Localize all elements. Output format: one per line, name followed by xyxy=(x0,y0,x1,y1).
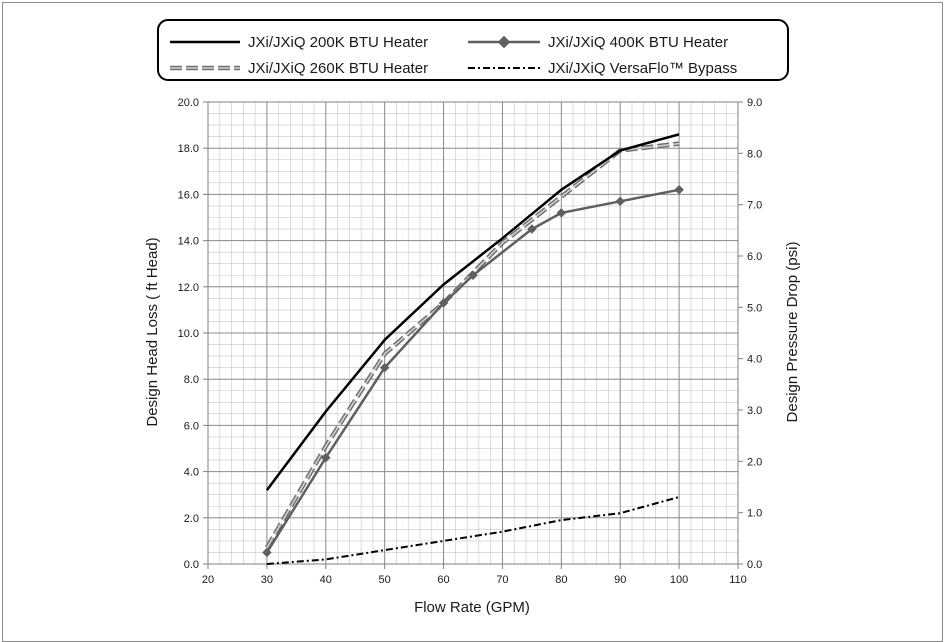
data-point xyxy=(379,362,390,373)
y-tick-label: 18.0 xyxy=(178,143,199,155)
legend-item-jxi-jxiq-versaflo-bypass: JXi/JXiQ VersaFlo™ Bypass xyxy=(468,60,737,77)
y-tick-label: 0.0 xyxy=(184,559,199,571)
legend-label: JXi/JXiQ 400K BTU Heater xyxy=(548,34,728,51)
x-tick-label: 50 xyxy=(379,574,391,586)
series-jxi-jxiq-200k-btu-heater xyxy=(265,133,680,491)
data-point xyxy=(527,224,537,234)
series-jxi-jxiq-400k-btu-heater xyxy=(262,184,684,558)
x-axis-ticks: 20 30 40 50 60 70 80 90 100 110 xyxy=(202,564,747,586)
legend-items: JXi/JXiQ 200K BTU Heater JXi/JXiQ 400K BT… xyxy=(170,34,737,77)
y-tick-label: 20.0 xyxy=(178,97,199,109)
data-point xyxy=(320,452,331,463)
series-jxi-jxiq-versaflo-bypass xyxy=(266,496,680,565)
data-point xyxy=(674,184,684,195)
y2-tick-label: 1.0 xyxy=(747,508,762,520)
x-tick-label: 60 xyxy=(437,574,449,586)
x-tick-label: 70 xyxy=(496,574,508,586)
data-point xyxy=(468,270,478,281)
y-tick-label: 14.0 xyxy=(178,236,199,248)
series-line xyxy=(265,188,680,554)
x-tick-label: 80 xyxy=(555,574,567,586)
x-axis-title: Flow Rate (GPM) xyxy=(414,599,530,616)
y2-tick-label: 6.0 xyxy=(747,251,762,263)
y2-tick-label: 5.0 xyxy=(747,302,762,314)
y-tick-label: 4.0 xyxy=(184,467,199,479)
y2-tick-label: 0.0 xyxy=(747,559,762,571)
y2-axis-ticks: 0.0 1.0 2.0 3.0 4.0 5.0 6.0 7.0 8.0 9.0 xyxy=(738,97,762,571)
y-tick-label: 16.0 xyxy=(178,189,199,201)
x-tick-label: 100 xyxy=(670,574,688,586)
data-point xyxy=(262,547,272,558)
x-tick-label: 110 xyxy=(729,574,747,586)
x-tick-label: 20 xyxy=(202,574,214,586)
legend-item-jxi-jxiq-400k-btu-heater: JXi/JXiQ 400K BTU Heater xyxy=(468,34,728,51)
y-tick-label: 12.0 xyxy=(178,282,199,294)
legend-label: JXi/JXiQ VersaFlo™ Bypass xyxy=(548,60,737,77)
series-line-outline xyxy=(264,141,680,549)
y2-tick-label: 9.0 xyxy=(747,97,762,109)
y2-tick-label: 3.0 xyxy=(747,405,762,417)
x-tick-label: 40 xyxy=(320,574,332,586)
y-tick-label: 2.0 xyxy=(184,513,199,525)
legend-box xyxy=(157,19,789,81)
y2-tick-label: 8.0 xyxy=(747,148,762,160)
y2-tick-label: 2.0 xyxy=(747,456,762,468)
y-tick-label: 10.0 xyxy=(178,328,199,340)
data-point xyxy=(615,196,626,207)
legend: JXi/JXiQ 200K BTU Heater JXi/JXiQ 400K BT… xyxy=(157,19,789,81)
head-loss-chart: 20 30 40 50 60 70 80 90 100 110 0.0 2.0 4.0 6.0 8.0 10… xyxy=(144,19,801,616)
series-line xyxy=(265,133,680,491)
y-axis-title: Design Head Loss ( ft Head) xyxy=(144,237,161,426)
legend-item-jxi-jxiq-200k-btu-heater: JXi/JXiQ 200K BTU Heater xyxy=(170,34,428,51)
y2-tick-label: 4.0 xyxy=(747,354,762,366)
series-layer xyxy=(262,133,684,565)
legend-label: JXi/JXiQ 200K BTU Heater xyxy=(248,34,428,51)
series-line xyxy=(266,142,680,549)
series-line xyxy=(266,496,680,565)
data-point xyxy=(438,298,449,308)
series-jxi-jxiq-260k-btu-heater xyxy=(264,141,680,549)
legend-marker xyxy=(497,35,511,49)
y-tick-label: 6.0 xyxy=(184,420,199,432)
legend-item-jxi-jxiq-260k-btu-heater: JXi/JXiQ 260K BTU Heater xyxy=(170,60,428,77)
legend-label: JXi/JXiQ 260K BTU Heater xyxy=(248,60,428,77)
data-point xyxy=(556,208,567,218)
y2-tick-label: 7.0 xyxy=(747,200,762,212)
y-axis-ticks: 0.0 2.0 4.0 6.0 8.0 10.0 12.0 14.0 16.0 18.0 20.0 xyxy=(178,97,208,571)
y2-axis-title: Design Pressure Drop (psi) xyxy=(784,242,801,423)
x-tick-label: 30 xyxy=(261,574,273,586)
x-tick-label: 90 xyxy=(614,574,626,586)
y-tick-label: 8.0 xyxy=(184,374,199,386)
